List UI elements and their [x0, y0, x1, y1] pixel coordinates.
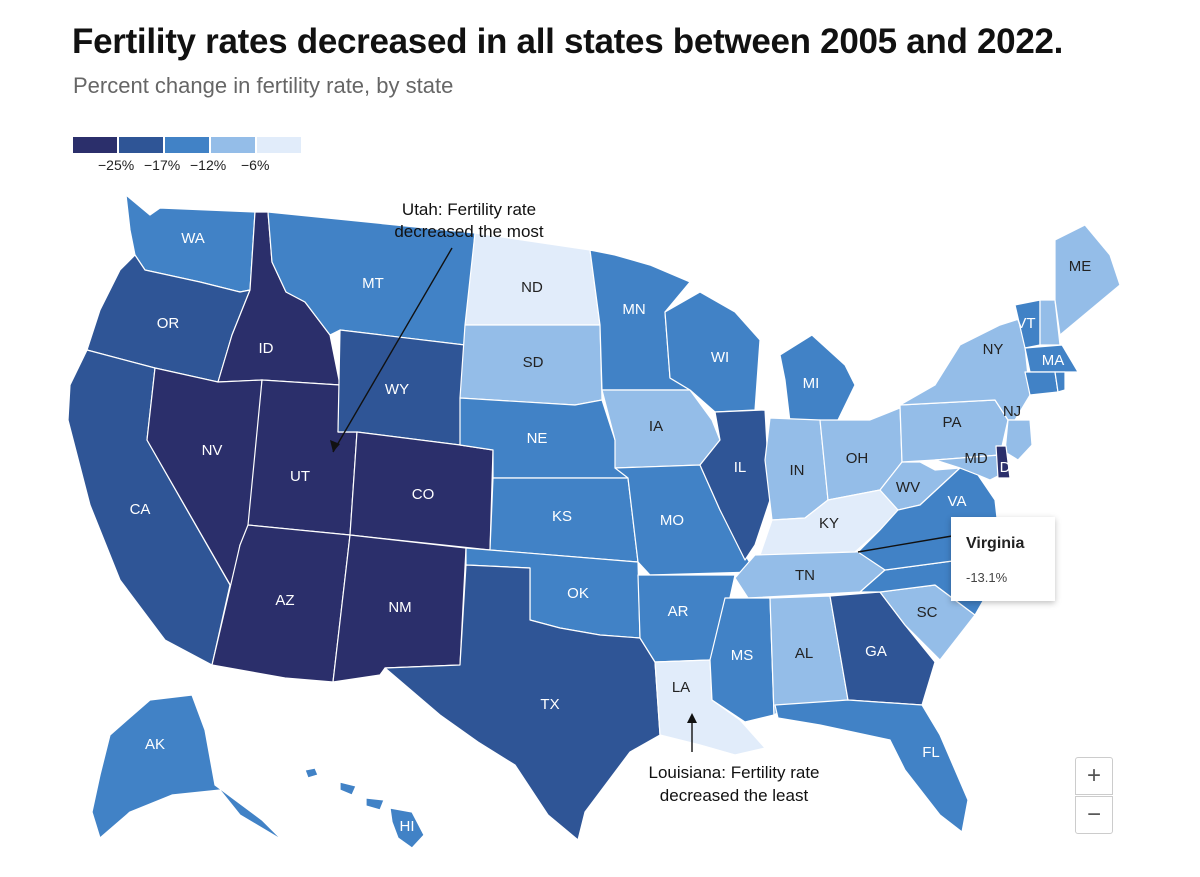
louisiana-annotation-line-2: decreased the least	[660, 786, 809, 805]
state-label-AZ: AZ	[275, 592, 294, 609]
state-tooltip: Virginia -13.1%	[951, 517, 1055, 601]
state-label-OH: OH	[846, 450, 869, 467]
zoom-in-button[interactable]: +	[1075, 757, 1113, 795]
legend-label-3: −12%	[190, 157, 227, 173]
state-label-AR: AR	[668, 603, 689, 620]
utah-annotation-line	[332, 247, 453, 453]
state-TX[interactable]	[384, 564, 661, 841]
legend-label-4: −6%	[241, 157, 270, 173]
state-label-MO: MO	[660, 512, 684, 529]
state-label-MS: MS	[731, 647, 754, 664]
state-label-KY: KY	[819, 515, 839, 532]
state-label-MN: MN	[622, 301, 645, 318]
state-label-HI: HI	[400, 818, 415, 835]
state-label-AK: AK	[145, 736, 165, 753]
state-label-MI: MI	[803, 375, 820, 392]
legend-label-2: −17%	[144, 157, 181, 173]
state-label-LA: LA	[672, 679, 690, 696]
state-label-WY: WY	[385, 381, 409, 398]
state-label-UT: UT	[290, 468, 310, 485]
louisiana-annotation-arrowhead	[687, 713, 697, 723]
state-label-ND: ND	[521, 279, 543, 296]
legend-swatch-2	[119, 137, 163, 153]
state-CT[interactable]	[1024, 371, 1059, 396]
legend-swatch-4	[211, 137, 255, 153]
state-label-WI: WI	[711, 349, 729, 366]
state-label-MA: MA	[1042, 352, 1065, 369]
state-label-IN: IN	[790, 462, 805, 479]
state-label-SC: SC	[917, 604, 938, 621]
state-label-NE: NE	[527, 430, 548, 447]
state-label-SD: SD	[523, 354, 544, 371]
legend-swatch-3	[165, 137, 209, 153]
state-label-NM: NM	[388, 599, 411, 616]
zoom-out-button[interactable]: −	[1075, 796, 1113, 834]
legend-label-1: −25%	[98, 157, 135, 173]
state-PA[interactable]	[899, 399, 1009, 463]
louisiana-annotation-line-1: Louisiana: Fertility rate	[648, 763, 819, 782]
state-FL[interactable]	[774, 699, 969, 833]
state-label-DE: DE	[1000, 459, 1021, 476]
state-label-WV: WV	[896, 479, 920, 496]
utah-annotation-arrowhead	[330, 440, 340, 452]
state-HI[interactable]	[304, 767, 425, 849]
state-label-ID: ID	[259, 340, 274, 357]
chart-subtitle: Percent change in fertility rate, by sta…	[73, 73, 454, 98]
state-label-IA: IA	[649, 418, 663, 435]
state-NY[interactable]	[899, 317, 1031, 421]
state-label-TN: TN	[795, 567, 815, 584]
state-DE[interactable]	[995, 445, 1011, 479]
utah-annotation-line-2: decreased the most	[394, 222, 544, 241]
state-RI[interactable]	[1054, 371, 1066, 393]
state-label-VT: VT	[1016, 315, 1035, 332]
state-label-OK: OK	[567, 585, 589, 602]
state-label-GA: GA	[865, 643, 887, 660]
tooltip-state-name: Virginia	[966, 535, 1025, 552]
state-label-NV: NV	[202, 442, 223, 459]
legend-swatch-1	[73, 137, 117, 153]
state-label-CA: CA	[130, 501, 151, 518]
utah-annotation-line-1: Utah: Fertility rate	[402, 200, 536, 219]
state-label-ME: ME	[1069, 258, 1092, 275]
state-label-MT: MT	[362, 275, 384, 292]
state-label-WA: WA	[181, 230, 205, 247]
state-label-OR: OR	[157, 315, 180, 332]
state-label-AL: AL	[795, 645, 813, 662]
state-NJ[interactable]	[1004, 419, 1033, 461]
tooltip-pointer-line	[857, 535, 953, 553]
legend-swatch-5	[257, 137, 301, 153]
state-AK[interactable]	[91, 694, 283, 841]
state-label-PA: PA	[943, 414, 962, 431]
state-IL[interactable]	[699, 409, 771, 561]
state-label-NY: NY	[983, 341, 1004, 358]
tooltip-value: -13.1%	[966, 570, 1008, 585]
state-label-IL: IL	[734, 459, 747, 476]
state-labels: WA OR CA ID NV UT AZ MT WY CO NM ND SD NE KS OK TX MN IA MO…	[130, 230, 1092, 835]
state-ME[interactable]	[1054, 224, 1121, 336]
state-label-NJ: NJ	[1003, 403, 1021, 420]
state-label-FL: FL	[922, 744, 940, 761]
state-MI[interactable]	[779, 334, 856, 423]
state-label-KS: KS	[552, 508, 572, 525]
state-MA[interactable]	[1024, 344, 1079, 373]
state-label-MD: MD	[964, 450, 987, 467]
state-label-VA: VA	[948, 493, 967, 510]
state-label-CO: CO	[412, 486, 435, 503]
chart-title: Fertility rates decreased in all states …	[72, 22, 1064, 61]
state-label-TX: TX	[540, 696, 559, 713]
